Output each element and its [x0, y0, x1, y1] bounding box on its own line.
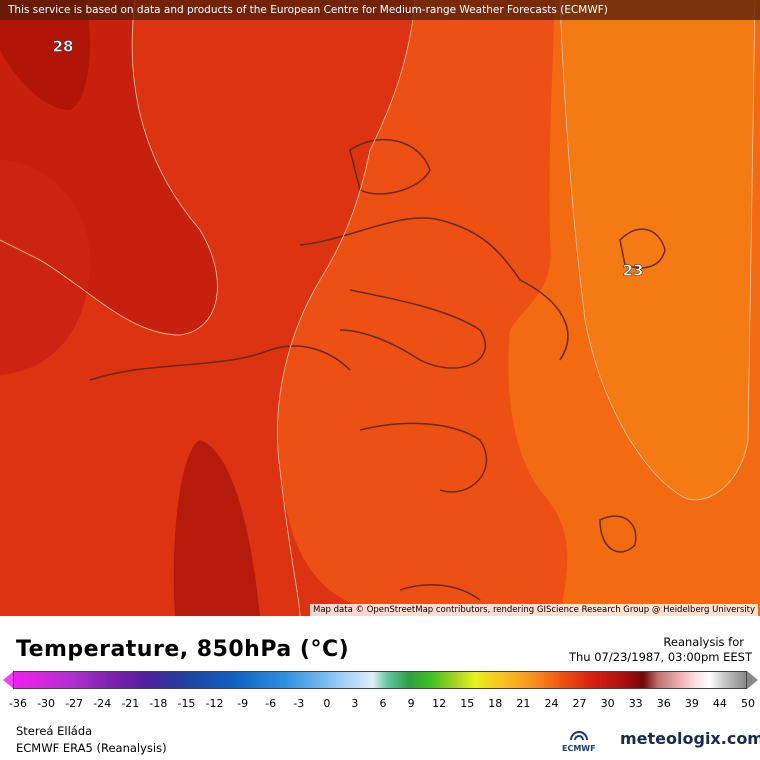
- contour-label: 23: [623, 262, 644, 280]
- colorbar-tick-label: 33: [628, 697, 643, 710]
- brand: meteologix.com: [620, 729, 760, 748]
- ecmwf-text: ECMWF: [562, 744, 596, 753]
- hot-region: [0, 0, 90, 110]
- coastlines: [89, 138, 666, 601]
- colorbar-tick-label: -30: [37, 697, 56, 710]
- colorbar-tick-label: 3: [351, 697, 359, 710]
- colorbar-max-arrow: [747, 671, 758, 689]
- banner: This service is based on data and produc…: [0, 0, 760, 20]
- colorbar-min-arrow: [3, 671, 14, 689]
- colorbar-tick-label: -18: [149, 697, 168, 710]
- colorbar-tick-label: 6: [379, 697, 387, 710]
- colorbar-tick-label: 0: [323, 697, 331, 710]
- colorbar-tick-label: -15: [177, 697, 196, 710]
- colorbar-tick-label: -12: [205, 697, 224, 710]
- model: ECMWF ERA5 (Reanalysis): [16, 741, 167, 755]
- run-date: Thu 07/23/1987, 03:00pm EEST: [568, 650, 752, 664]
- colorbar-tick-label: 18: [488, 697, 503, 710]
- colorbar-tick-label: -36: [9, 697, 27, 710]
- colorbar-tick-label: 24: [544, 697, 559, 710]
- colorbar-tick-label: 30: [600, 697, 615, 710]
- colorbar-tick-label: -3: [293, 697, 305, 710]
- colorbar-tick-label: -27: [65, 697, 84, 710]
- colorbar-tick-label: 27: [572, 697, 587, 710]
- colorbar-tick-label: 9: [407, 697, 415, 710]
- isotherms: [0, 0, 756, 616]
- hot-region: [173, 440, 260, 616]
- attribution: Map data © OpenStreetMap contributors, r…: [310, 604, 758, 616]
- colorbar-tick-label: -9: [237, 697, 249, 710]
- colorbar-tick-label: 39: [684, 697, 699, 710]
- footer-info: Stereá Elláda ECMWF ERA5 (Reanalysis): [16, 723, 167, 757]
- colorbar-tick-label: 44: [712, 697, 727, 710]
- map: 28 23: [0, 0, 760, 616]
- ecmwf-icon: [569, 731, 588, 741]
- colorbar-tick-label: 50: [741, 697, 755, 710]
- cool-region: [560, 0, 755, 500]
- run-label: Reanalysis for: [663, 635, 744, 649]
- colorbar-tick-label: -21: [121, 697, 140, 710]
- location: Stereá Elláda: [16, 724, 93, 738]
- run-info: Reanalysis for Thu 07/23/1987, 03:00pm EE…: [569, 635, 752, 665]
- colorbar-tick-label: -24: [93, 697, 112, 710]
- warm-region: [0, 160, 90, 375]
- legend-title: Temperature, 850hPa (°C): [16, 637, 350, 662]
- colorbar-tick-label: 12: [432, 697, 447, 710]
- colorbar-tick-label: 21: [516, 697, 531, 710]
- colorbar-tick-label: 36: [656, 697, 671, 710]
- contour-label: 28: [53, 38, 74, 56]
- colorbar-tick-label: 15: [460, 697, 475, 710]
- colorbar: [13, 671, 747, 689]
- ecmwf-logo: ECMWF: [562, 728, 596, 753]
- colorbar-tick-label: -6: [265, 697, 277, 710]
- colorbar-ticks: -36 -30 -27 -24 -21 -18 -15 -12 -9 -6 -3 0 3 6 9 12 15 18…: [9, 697, 760, 711]
